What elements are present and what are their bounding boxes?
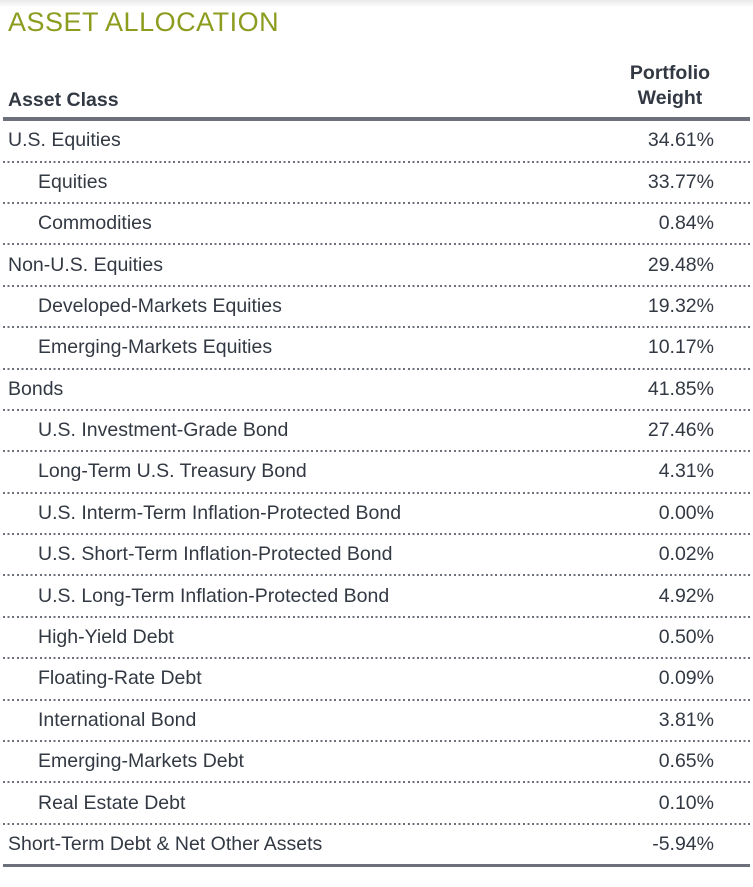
table-row: Short-Term Debt & Net Other Assets -5.94… <box>0 825 753 864</box>
portfolio-weight-value: 33.77% <box>647 170 714 193</box>
asset-class-label: Emerging-Markets Debt <box>38 750 244 773</box>
row-separator <box>3 781 750 784</box>
portfolio-weight-value: 4.92% <box>658 584 714 607</box>
table-row: Equities 33.77% <box>0 163 753 202</box>
row-separator <box>3 243 750 246</box>
portfolio-weight-value: 10.17% <box>647 336 714 359</box>
column-header-asset-class: Asset Class <box>8 89 119 112</box>
portfolio-weight-value: 3.81% <box>658 708 714 731</box>
table-row: International Bond 3.81% <box>0 701 753 740</box>
asset-class-label: Long-Term U.S. Treasury Bond <box>38 460 307 483</box>
column-header-portfolio-weight: Portfolio Weight <box>605 61 735 112</box>
portfolio-weight-value: 0.00% <box>658 501 714 524</box>
row-separator <box>3 740 750 743</box>
row-separator <box>3 657 750 660</box>
table-row: High-Yield Debt 0.50% <box>0 618 753 657</box>
table-row: U.S. Long-Term Inflation-Protected Bond … <box>0 576 753 615</box>
portfolio-weight-value: 27.46% <box>647 419 714 442</box>
table-row: U.S. Investment-Grade Bond 27.46% <box>0 411 753 450</box>
row-separator <box>3 201 750 204</box>
row-separator <box>3 574 750 577</box>
table-header: Asset Class Portfolio Weight <box>0 61 753 117</box>
asset-class-label: Commodities <box>38 212 152 235</box>
table-row: Non-U.S. Equities 29.48% <box>0 245 753 284</box>
asset-class-label: U.S. Interm-Term Inflation-Protected Bon… <box>38 501 402 524</box>
asset-class-label: Real Estate Debt <box>38 791 186 814</box>
asset-class-label: U.S. Long-Term Inflation-Protected Bond <box>38 584 390 607</box>
asset-class-label: Developed-Markets Equities <box>38 294 282 317</box>
asset-class-label: Emerging-Markets Equities <box>38 336 273 359</box>
row-separator <box>3 326 750 329</box>
page-title: ASSET ALLOCATION <box>8 7 280 37</box>
asset-class-label: Bonds <box>8 377 64 400</box>
asset-class-label: International Bond <box>38 708 197 731</box>
portfolio-weight-value: 0.65% <box>658 750 714 773</box>
table-row: Emerging-Markets Equities 10.17% <box>0 328 753 367</box>
asset-class-label: Short-Term Debt & Net Other Assets <box>8 832 323 855</box>
table-row: U.S. Interm-Term Inflation-Protected Bon… <box>0 494 753 533</box>
portfolio-weight-value: 41.85% <box>647 377 714 400</box>
row-separator <box>3 160 750 163</box>
table-row: Developed-Markets Equities 19.32% <box>0 287 753 326</box>
table-row: Long-Term U.S. Treasury Bond 4.31% <box>0 452 753 491</box>
header-rule <box>3 117 750 122</box>
row-separator <box>3 284 750 287</box>
portfolio-weight-value: 34.61% <box>647 129 714 152</box>
bottom-rule <box>3 864 750 868</box>
portfolio-weight-value: 4.31% <box>658 460 714 483</box>
row-separator <box>3 822 750 825</box>
row-separator <box>3 367 750 370</box>
row-separator <box>3 450 750 453</box>
row-separator <box>3 533 750 536</box>
column-header-portfolio-line: Portfolio <box>629 61 711 84</box>
asset-class-label: Equities <box>38 170 108 193</box>
table-row: U.S. Short-Term Inflation-Protected Bond… <box>0 535 753 574</box>
row-separator <box>3 491 750 494</box>
table-row: Bonds 41.85% <box>0 370 753 409</box>
portfolio-weight-value: -5.94% <box>652 832 714 855</box>
portfolio-weight-value: 0.09% <box>658 667 714 690</box>
table-row: Emerging-Markets Debt 0.65% <box>0 742 753 781</box>
row-separator <box>3 698 750 701</box>
table-row: U.S. Equities 34.61% <box>0 121 753 160</box>
portfolio-weight-value: 0.02% <box>658 543 714 566</box>
asset-class-label: U.S. Investment-Grade Bond <box>38 419 289 442</box>
portfolio-weight-value: 0.10% <box>658 791 714 814</box>
portfolio-weight-value: 0.84% <box>658 212 714 235</box>
table-row: Floating-Rate Debt 0.09% <box>0 659 753 698</box>
asset-class-label: U.S. Short-Term Inflation-Protected Bond <box>38 543 393 566</box>
portfolio-weight-value: 29.48% <box>647 253 714 276</box>
row-separator <box>3 408 750 411</box>
table-row: Commodities 0.84% <box>0 204 753 243</box>
asset-class-label: Floating-Rate Debt <box>38 667 202 690</box>
column-header-weight-line: Weight <box>637 87 703 110</box>
row-separator <box>3 615 750 618</box>
asset-class-label: High-Yield Debt <box>38 626 174 649</box>
table-body: U.S. Equities 34.61% Equities 33.77% Com… <box>0 121 753 864</box>
asset-class-label: U.S. Equities <box>8 129 121 152</box>
portfolio-weight-value: 0.50% <box>658 626 714 649</box>
table-row: Real Estate Debt 0.10% <box>0 783 753 822</box>
asset-class-label: Non-U.S. Equities <box>8 253 163 276</box>
portfolio-weight-value: 19.32% <box>647 294 714 317</box>
